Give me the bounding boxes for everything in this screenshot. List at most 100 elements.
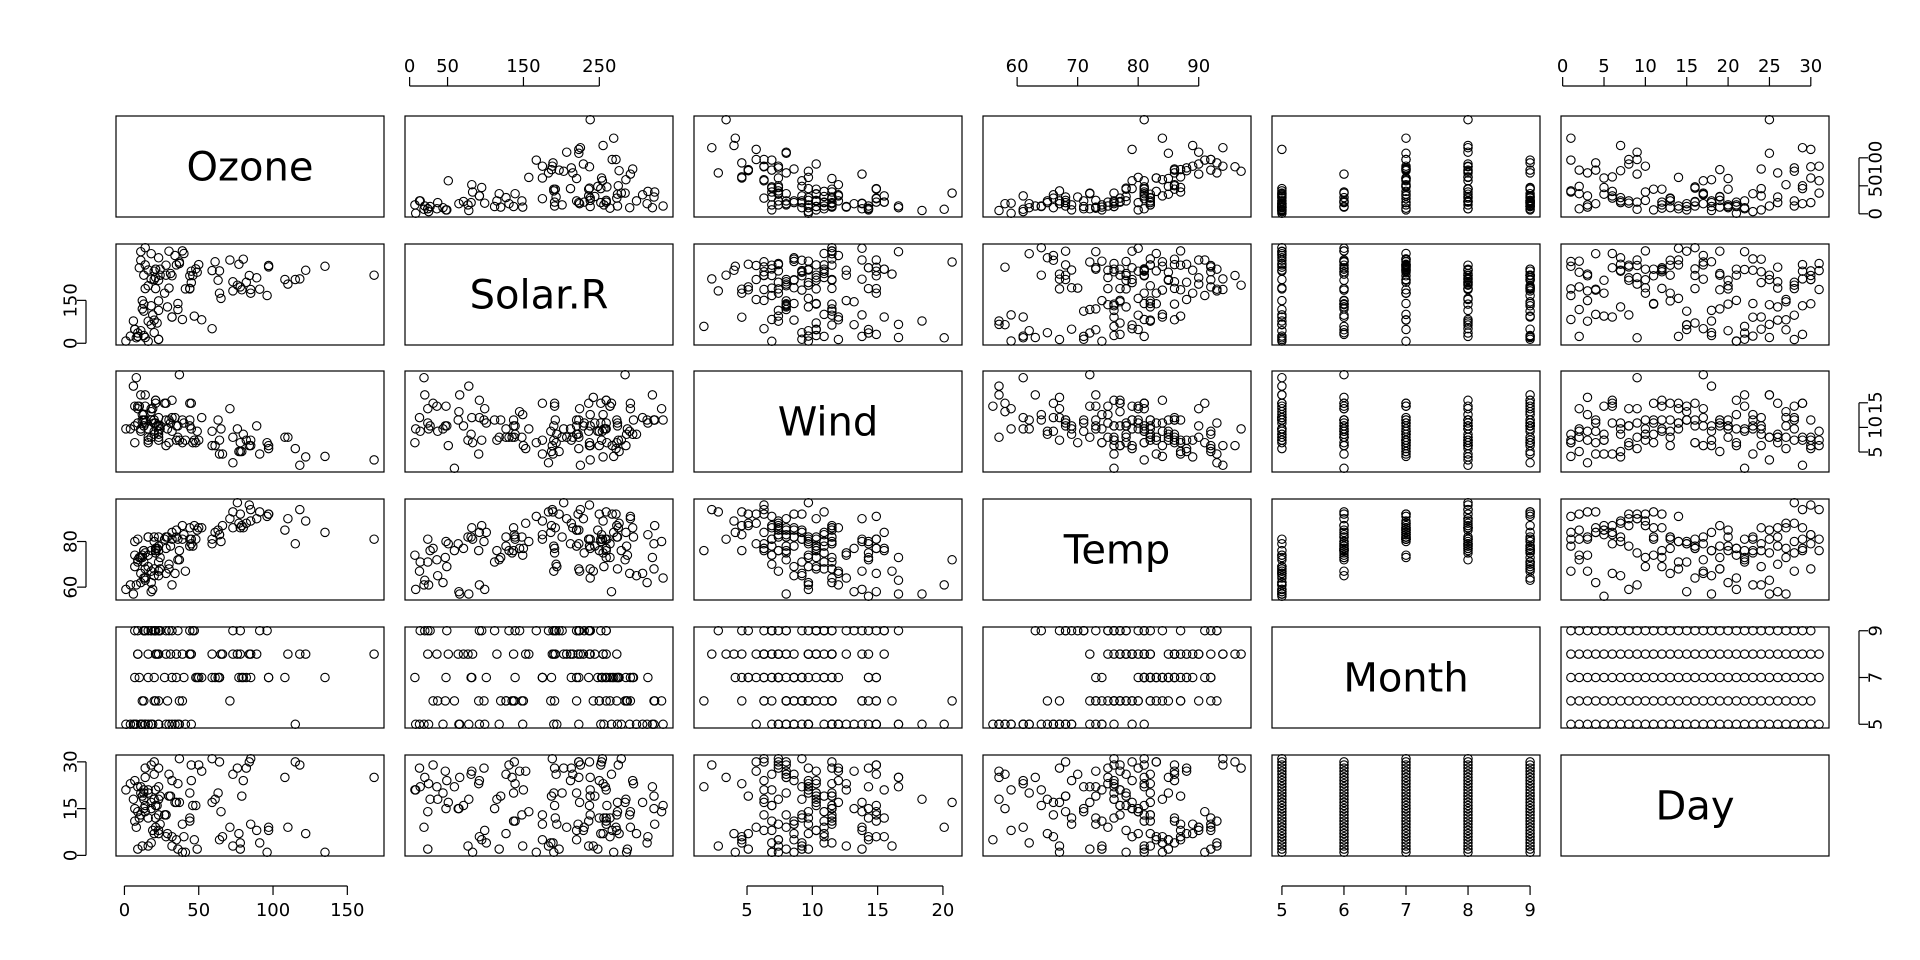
data-point (1772, 672, 1783, 683)
data-point (767, 649, 777, 659)
data-point (649, 819, 660, 829)
data-point (574, 197, 584, 208)
data-point (1127, 183, 1137, 194)
data-point (1401, 336, 1411, 347)
data-point (1582, 271, 1593, 281)
data-point (613, 672, 624, 683)
data-point (1401, 451, 1411, 462)
data-point (857, 649, 867, 659)
data-point (1665, 270, 1675, 280)
data-point (414, 719, 425, 730)
data-point (1277, 262, 1287, 272)
data-point (262, 437, 272, 448)
data-point (1339, 806, 1349, 817)
data-point (579, 418, 589, 428)
data-point (1690, 264, 1700, 274)
data-point (637, 797, 648, 808)
data-point (1690, 649, 1700, 659)
data-point (1145, 797, 1156, 808)
data-point (1624, 440, 1634, 451)
data-point (164, 625, 174, 636)
data-point (518, 543, 529, 554)
data-point (1657, 415, 1667, 425)
data-point (797, 285, 807, 295)
data-point (1582, 566, 1593, 576)
data-point (1463, 500, 1473, 510)
data-point (994, 794, 1004, 805)
data-point (819, 806, 829, 817)
tick-label: 10 (1634, 56, 1657, 77)
data-point (1624, 421, 1634, 431)
data-point (1756, 523, 1766, 533)
data-point (827, 552, 837, 563)
data-point (1797, 523, 1808, 533)
data-point (238, 672, 249, 683)
data-point (1145, 298, 1156, 309)
data-point (1401, 298, 1411, 309)
data-point (624, 202, 635, 213)
data-point (155, 264, 165, 274)
data-point (759, 257, 769, 267)
data-point (1066, 283, 1077, 293)
data-point (759, 161, 769, 171)
data-point (189, 311, 200, 321)
data-point (1187, 672, 1198, 683)
data-point (743, 259, 754, 270)
data-point (171, 525, 182, 535)
data-point (1218, 440, 1228, 451)
data-point (1054, 841, 1065, 851)
data-point (781, 672, 791, 683)
data-point (737, 649, 747, 659)
data-point (939, 822, 949, 833)
data-point (1706, 421, 1717, 431)
data-point (1133, 806, 1143, 817)
data-point (161, 532, 171, 542)
data-point (283, 279, 293, 289)
data-point (1789, 497, 1800, 508)
data-point (1277, 838, 1287, 848)
data-point (1109, 201, 1119, 212)
data-point (773, 189, 784, 199)
data-point (627, 429, 638, 440)
data-point (1169, 672, 1180, 683)
data-point (1772, 302, 1783, 312)
data-point (811, 159, 821, 169)
data-point (1463, 835, 1473, 845)
data-point (1698, 403, 1709, 414)
data-point (228, 625, 238, 636)
data-point (1121, 270, 1131, 281)
data-point (1115, 193, 1125, 203)
data-point (133, 534, 143, 544)
data-point (583, 534, 594, 544)
data-point (1139, 847, 1149, 858)
data-point (139, 785, 149, 795)
data-point (1748, 672, 1758, 683)
data-point (1133, 403, 1143, 414)
data-point (131, 372, 142, 383)
data-point (611, 509, 621, 519)
data-point (1566, 451, 1576, 462)
data-point (467, 412, 477, 423)
data-point (510, 672, 520, 683)
data-point (571, 835, 582, 845)
panel-border (115, 243, 385, 346)
data-point (827, 813, 837, 823)
data-point (520, 518, 531, 529)
data-point (1277, 381, 1287, 391)
data-point (1078, 625, 1089, 636)
data-point (789, 649, 799, 659)
data-point (549, 847, 559, 858)
panel-solar-r-vs-ozone (115, 242, 385, 347)
data-point (537, 516, 548, 526)
data-point (857, 331, 867, 342)
data-point (598, 778, 608, 789)
data-point (833, 196, 844, 206)
data-point (596, 418, 606, 428)
data-point (185, 788, 195, 798)
data-point (1748, 580, 1758, 590)
data-point (1401, 412, 1411, 423)
data-point (827, 672, 837, 683)
data-point (811, 270, 821, 280)
data-point (136, 426, 146, 437)
